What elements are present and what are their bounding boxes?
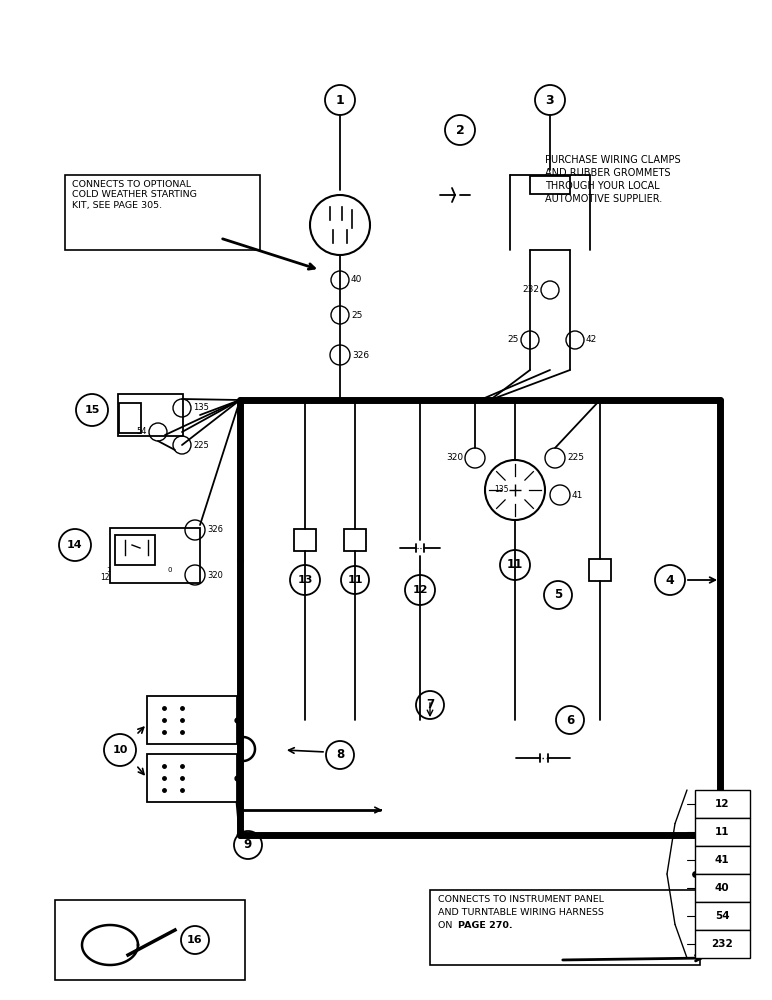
Text: 16: 16 [187,935,203,945]
Bar [110,528,200,582]
Text: THROUGH YOUR LOCAL: THROUGH YOUR LOCAL [545,181,659,191]
Bar [695,874,750,902]
Text: 14: 14 [67,540,83,550]
Text: 11: 11 [715,827,730,837]
Text: 2: 2 [455,123,465,136]
Text: AUTOMOTIVE SUPPLIER.: AUTOMOTIVE SUPPLIER. [545,194,662,204]
Bar [589,559,611,581]
Bar [695,846,750,874]
Bar [65,175,260,250]
Text: 232: 232 [522,286,539,294]
Text: 320: 320 [446,454,463,462]
Text: PAGE 270.: PAGE 270. [458,921,513,930]
Text: 40: 40 [715,883,730,893]
Text: 12: 12 [412,585,428,595]
Bar [147,696,237,744]
Text: 42: 42 [586,336,598,344]
Bar [430,890,700,965]
Text: 10: 10 [112,745,127,755]
Text: 4: 4 [665,574,675,586]
Text: 8: 8 [336,748,344,762]
Text: 15: 15 [84,405,100,415]
Text: 12: 12 [715,799,730,809]
Text: 11: 11 [507,558,523,572]
Text: 1: 1 [336,94,344,106]
Text: 40: 40 [351,275,362,284]
Text: 225: 225 [567,454,584,462]
Text: 326: 326 [207,526,223,534]
Text: 3: 3 [546,94,554,106]
Bar [695,818,750,846]
Bar [695,790,750,818]
Text: 54: 54 [137,428,147,436]
Text: 135: 135 [193,403,209,412]
Text: 320: 320 [207,570,223,580]
Bar [530,176,570,194]
Text: 135: 135 [494,486,508,494]
Text: AND RUBBER GROMMETS: AND RUBBER GROMMETS [545,168,671,178]
Text: 232: 232 [711,939,733,949]
Bar [115,535,155,565]
Text: 225: 225 [193,440,208,450]
Text: 13: 13 [297,575,313,585]
Text: 5: 5 [554,588,562,601]
Text: 326: 326 [352,351,369,360]
Bar [147,754,237,802]
Text: 25: 25 [508,336,519,344]
Text: 9: 9 [244,838,252,852]
Bar [55,900,245,980]
Bar [695,930,750,958]
Text: 0: 0 [168,567,172,573]
Text: ON: ON [438,921,455,930]
Text: 12: 12 [100,572,110,582]
Text: CONNECTS TO OPTIONAL
COLD WEATHER STARTING
KIT, SEE PAGE 305.: CONNECTS TO OPTIONAL COLD WEATHER STARTI… [72,180,197,210]
Text: 54: 54 [715,911,730,921]
Bar [695,902,750,930]
Text: 6: 6 [566,714,574,726]
Bar [294,529,316,551]
Text: 1: 1 [106,567,110,573]
Text: 41: 41 [715,855,730,865]
Text: 7: 7 [426,698,434,712]
Text: AND TURNTABLE WIRING HARNESS: AND TURNTABLE WIRING HARNESS [438,908,604,917]
Bar [119,403,141,433]
Bar [117,394,182,436]
Text: 11: 11 [347,575,363,585]
Bar [344,529,366,551]
Text: CONNECTS TO INSTRUMENT PANEL: CONNECTS TO INSTRUMENT PANEL [438,895,604,904]
Text: 25: 25 [351,310,362,320]
Text: 41: 41 [572,490,584,499]
Text: PURCHASE WIRING CLAMPS: PURCHASE WIRING CLAMPS [545,155,681,165]
